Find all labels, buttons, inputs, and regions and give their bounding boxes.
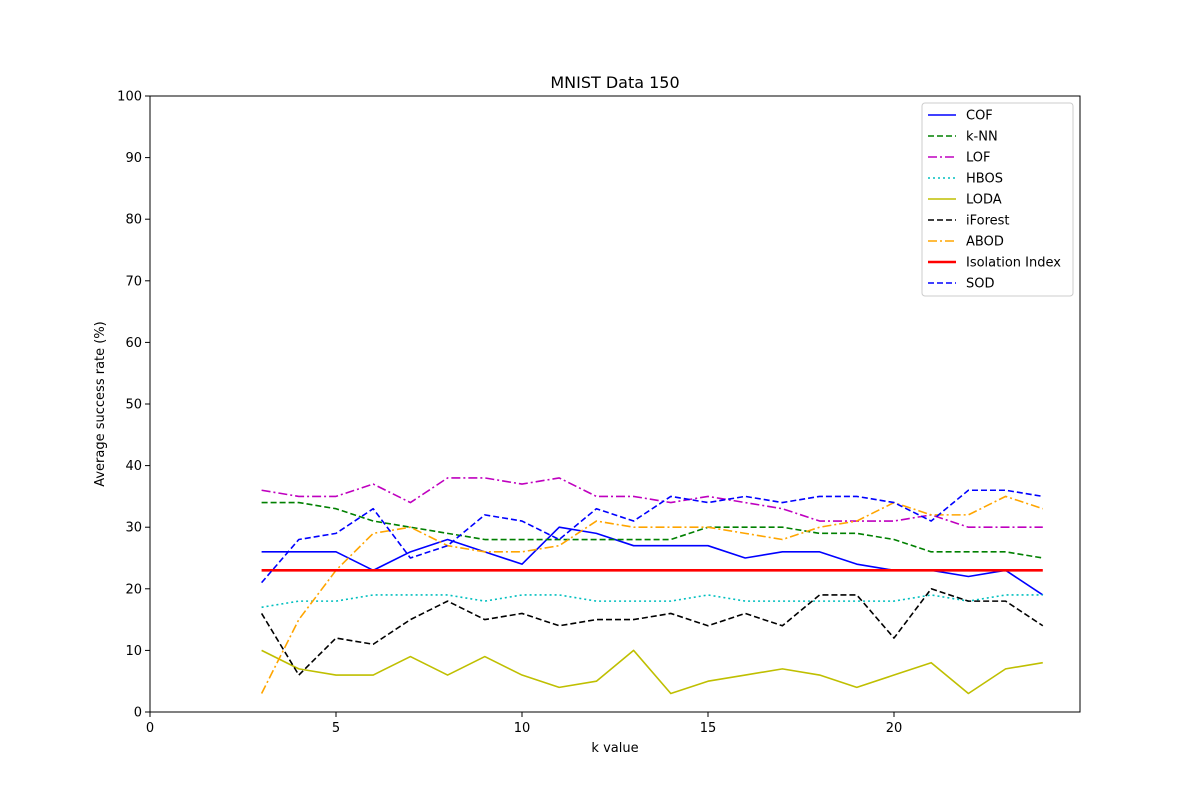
x-tick-label: 20 <box>886 721 903 736</box>
y-tick-label: 40 <box>125 459 142 474</box>
series-line-lof <box>261 477 1043 529</box>
legend-label-k-nn: k-NN <box>966 130 998 145</box>
legend-label-loda: LODA <box>966 193 1002 208</box>
y-tick-label: 0 <box>134 706 142 721</box>
chart-title: MNIST Data 150 <box>550 73 679 92</box>
legend-label-sod: SOD <box>966 277 995 292</box>
legend-box <box>921 102 1074 297</box>
y-tick-label: 50 <box>125 398 142 413</box>
legend-label-lof: LOF <box>966 151 991 166</box>
x-tick-label: 5 <box>332 721 340 736</box>
y-axis-label: Average success rate (%) <box>93 321 108 487</box>
y-tick-label: 60 <box>125 336 142 351</box>
legend: COF k-NN LOF HBOS LODA iForest ABOD Isolation I… <box>921 102 1074 297</box>
x-tick-label: 0 <box>146 721 154 736</box>
legend-label-hbos: HBOS <box>966 172 1003 187</box>
y-tick-label: 80 <box>125 213 142 228</box>
x-tick-label: 10 <box>514 721 531 736</box>
y-axis: 0 10 20 30 40 50 60 70 80 90 100 <box>117 90 150 721</box>
series-line-loda <box>261 649 1043 695</box>
legend-label-iforest: iForest <box>966 214 1010 229</box>
y-tick-label: 90 <box>125 151 142 166</box>
y-tick-label: 20 <box>125 582 142 597</box>
y-tick-label: 10 <box>125 644 142 659</box>
plot-lines <box>260 477 1044 695</box>
legend-label-cof: COF <box>966 109 993 124</box>
x-tick-label: 15 <box>700 721 717 736</box>
legend-items: COF k-NN LOF HBOS LODA iForest ABOD Isolation I… <box>928 109 1061 292</box>
x-axis-label: k value <box>591 741 638 756</box>
y-tick-label: 30 <box>125 521 142 536</box>
series-line-sod <box>260 489 1043 584</box>
series-line-hbos <box>261 594 1043 609</box>
y-tick-label: 70 <box>125 274 142 289</box>
legend-label-isolation-index: Isolation Index <box>966 256 1061 271</box>
series-line-abod <box>260 495 1044 694</box>
legend-label-abod: ABOD <box>966 235 1004 250</box>
series-line-k-nn <box>261 501 1043 559</box>
series-line-iforest <box>260 587 1044 676</box>
y-tick-label: 100 <box>117 90 142 105</box>
x-axis: 0 5 10 15 20 <box>146 712 902 736</box>
